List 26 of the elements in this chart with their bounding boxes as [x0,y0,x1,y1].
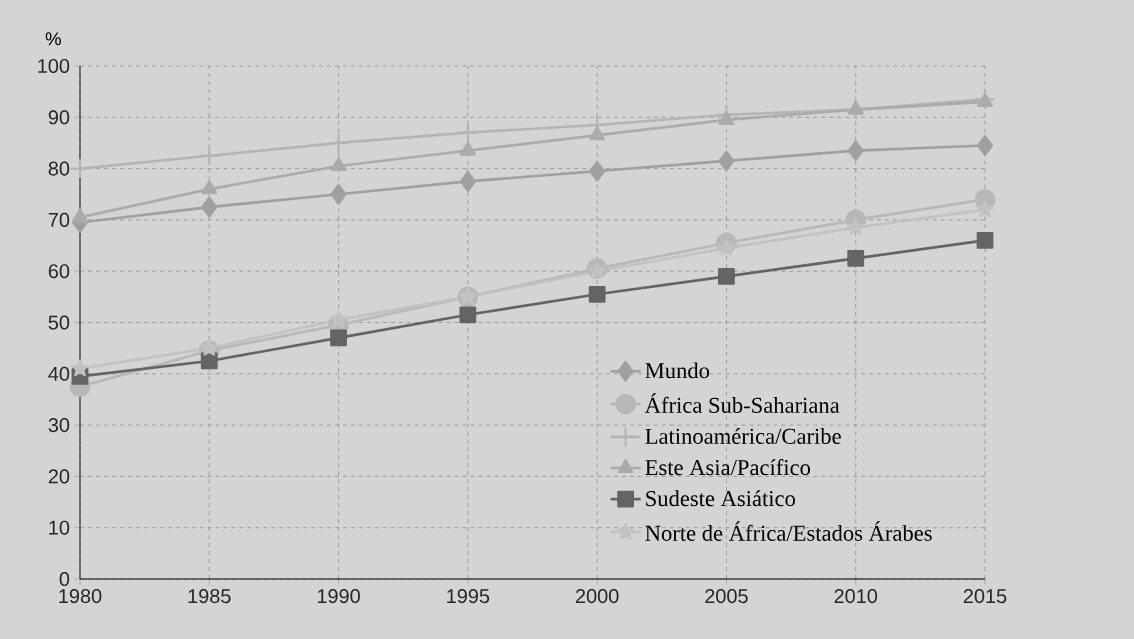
y-tick-label: 70 [48,212,70,227]
y-axis-title: % [45,32,61,46]
x-tick-label: 1990 [317,589,360,604]
y-tick-label: 50 [48,315,70,330]
x-tick-label: 1995 [447,589,490,604]
legend-label: Latinoamérica/Caribe [645,428,841,444]
legend-label: Norte de África/Estados Árabes [645,521,932,541]
x-tick-label: 1980 [59,589,102,604]
y-tick-label: 40 [48,366,70,381]
y-tick-label: 60 [48,264,70,279]
x-tick-label: 2015 [963,589,1007,604]
x-tick-label: 1985 [188,589,231,604]
x-tick-label: 2005 [705,589,748,604]
y-tick-label: 90 [48,110,70,125]
legend-label: Este Asia/Pacífico [645,459,811,476]
legend-label: Sudeste Asiático [646,490,796,507]
x-tick-label: 2000 [575,589,619,604]
y-tick-label: 10 [49,520,70,535]
legend-label: África Sub-Sahariana [644,393,840,413]
y-tick-label: 20 [48,469,70,484]
y-tick-label: 30 [48,418,70,433]
y-tick-label: 0 [59,571,70,587]
x-tick-label: 2010 [834,589,878,604]
y-tick-label: 100 [38,58,70,74]
y-tick-label: 80 [48,161,70,176]
legend-label: Mundo [645,362,710,379]
